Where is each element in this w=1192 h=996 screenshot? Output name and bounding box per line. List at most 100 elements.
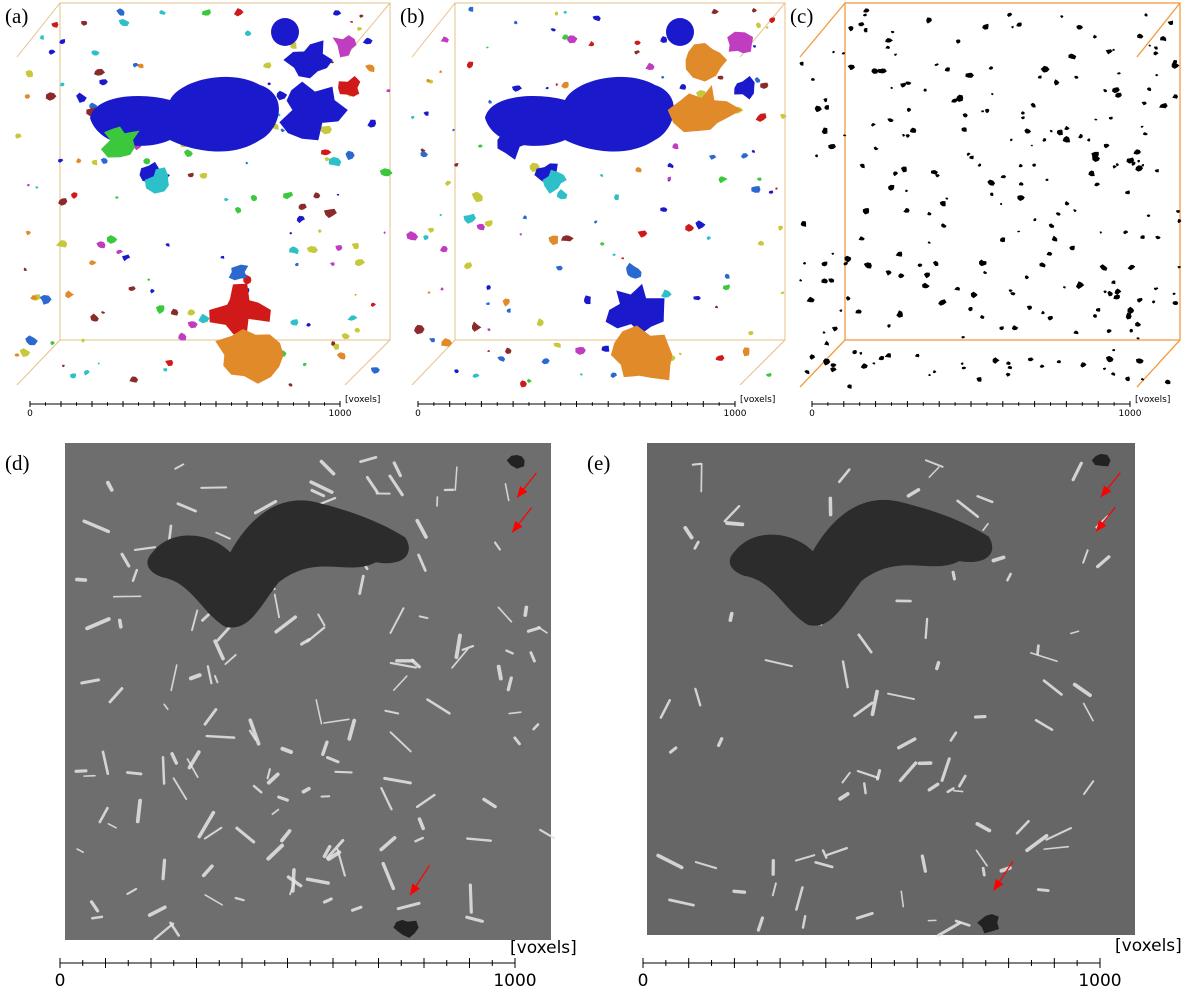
- images: [14, 2, 1182, 941]
- box-back-face: [844, 2, 1181, 341]
- inclusion: [310, 488, 326, 498]
- pore: [184, 149, 193, 158]
- scale-label: 0: [55, 971, 66, 991]
- inclusion: [975, 849, 988, 867]
- pore: [163, 368, 168, 372]
- inclusion: [359, 455, 378, 463]
- inclusion: [305, 877, 330, 885]
- pore: [89, 260, 97, 266]
- scale-label: 1000: [1078, 971, 1121, 991]
- volume-render: [799, 2, 1182, 389]
- inclusion: [506, 676, 513, 692]
- pore: [65, 290, 75, 299]
- pore: [320, 125, 332, 135]
- inclusion: [107, 823, 117, 829]
- pore: [25, 230, 31, 236]
- pore: [637, 230, 648, 238]
- inclusion: [856, 769, 880, 779]
- pore: [1124, 190, 1130, 195]
- inclusion: [668, 898, 695, 907]
- pore: [905, 134, 910, 138]
- pore: [1154, 169, 1159, 173]
- pore: [488, 99, 492, 104]
- pore: [891, 30, 895, 34]
- inclusion: [306, 626, 326, 643]
- pore: [968, 307, 973, 312]
- pore: [1024, 275, 1029, 280]
- box-edge: [411, 2, 456, 58]
- large-pore: [734, 76, 755, 100]
- pore: [1111, 372, 1116, 376]
- pore: [887, 118, 894, 122]
- large-pore: [685, 43, 728, 82]
- pore: [824, 105, 829, 110]
- pore: [970, 291, 978, 299]
- pore: [1087, 138, 1091, 142]
- inclusion: [234, 896, 245, 902]
- arrow-head: [993, 878, 1004, 891]
- inclusion: [863, 782, 867, 795]
- pore: [940, 223, 947, 228]
- pore: [331, 341, 336, 346]
- pore: [1096, 308, 1101, 312]
- inclusion: [106, 480, 114, 492]
- inclusion: [976, 494, 994, 504]
- panel-label: (c): [790, 4, 813, 28]
- pore: [1094, 118, 1098, 121]
- pore: [575, 347, 586, 355]
- pore: [1069, 245, 1075, 251]
- pore: [898, 273, 905, 279]
- pore: [1007, 365, 1013, 370]
- pore: [1040, 68, 1043, 70]
- arrow-head: [512, 520, 523, 533]
- pore: [1140, 125, 1144, 128]
- pore: [522, 215, 527, 220]
- pore: [267, 82, 271, 86]
- inclusion: [935, 660, 941, 671]
- pore: [932, 370, 937, 374]
- pore: [423, 235, 429, 241]
- pore: [444, 180, 452, 186]
- inclusion: [334, 770, 353, 774]
- pore: [341, 333, 350, 340]
- pore: [1094, 182, 1100, 187]
- pore: [661, 76, 665, 79]
- pore: [1048, 223, 1055, 228]
- inclusion: [91, 915, 104, 920]
- pore: [556, 189, 568, 200]
- inclusion: [454, 466, 458, 491]
- pore: [129, 376, 139, 383]
- pore: [1114, 288, 1122, 295]
- pore: [831, 326, 838, 332]
- inclusion: [1015, 819, 1030, 835]
- inclusion: [253, 499, 278, 515]
- pore: [871, 123, 876, 127]
- inclusion: [322, 897, 333, 904]
- pore: [440, 245, 448, 253]
- pore: [961, 366, 967, 370]
- pore: [962, 113, 968, 118]
- pore: [468, 6, 474, 12]
- inclusion: [949, 731, 958, 742]
- annotations: (a) 0 1000 [voxels] (b) 0 1000 [voxels] (c) 0 1000…: [5, 4, 1182, 991]
- pore: [420, 148, 426, 153]
- pore: [1141, 101, 1147, 106]
- pore: [917, 263, 923, 268]
- panel-label: (d): [5, 451, 30, 475]
- pore: [1112, 165, 1117, 169]
- pore: [991, 93, 994, 96]
- large-pore: [271, 18, 299, 46]
- pore: [440, 36, 449, 43]
- inclusion: [191, 609, 199, 632]
- pore: [96, 241, 106, 249]
- pore: [930, 170, 938, 175]
- inclusion: [161, 755, 166, 785]
- inclusion: [1036, 888, 1050, 893]
- pore: [645, 62, 655, 70]
- pore: [1147, 87, 1152, 91]
- box-edge: [799, 339, 846, 388]
- pore: [885, 45, 890, 49]
- inclusion: [418, 615, 429, 620]
- pore: [1143, 132, 1148, 136]
- inclusion: [174, 463, 185, 470]
